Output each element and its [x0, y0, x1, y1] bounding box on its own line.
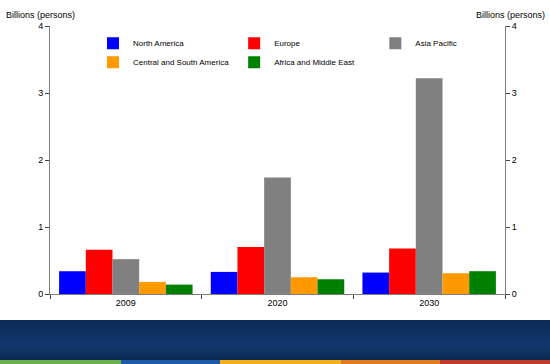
svg-text:Central and South America: Central and South America	[133, 58, 229, 67]
svg-text:Asia Pacific: Asia Pacific	[415, 39, 456, 48]
svg-text:3: 3	[38, 88, 43, 98]
svg-text:Billions (persons): Billions (persons)	[6, 10, 75, 20]
svg-text:2: 2	[512, 155, 517, 165]
svg-text:2: 2	[38, 155, 43, 165]
svg-text:4: 4	[512, 21, 517, 31]
svg-text:Africa and Middle East: Africa and Middle East	[274, 58, 355, 67]
svg-text:Billions (persons): Billions (persons)	[476, 10, 545, 20]
svg-text:North America: North America	[133, 39, 184, 48]
svg-text:4: 4	[38, 21, 43, 31]
svg-text:3: 3	[512, 88, 517, 98]
svg-text:1: 1	[512, 222, 517, 232]
svg-text:0: 0	[38, 289, 43, 299]
svg-text:1: 1	[38, 222, 43, 232]
svg-text:2030: 2030	[419, 298, 439, 308]
svg-text:2020: 2020	[267, 298, 287, 308]
svg-text:2009: 2009	[116, 298, 136, 308]
svg-text:Europe: Europe	[274, 39, 300, 48]
svg-text:0: 0	[512, 289, 517, 299]
